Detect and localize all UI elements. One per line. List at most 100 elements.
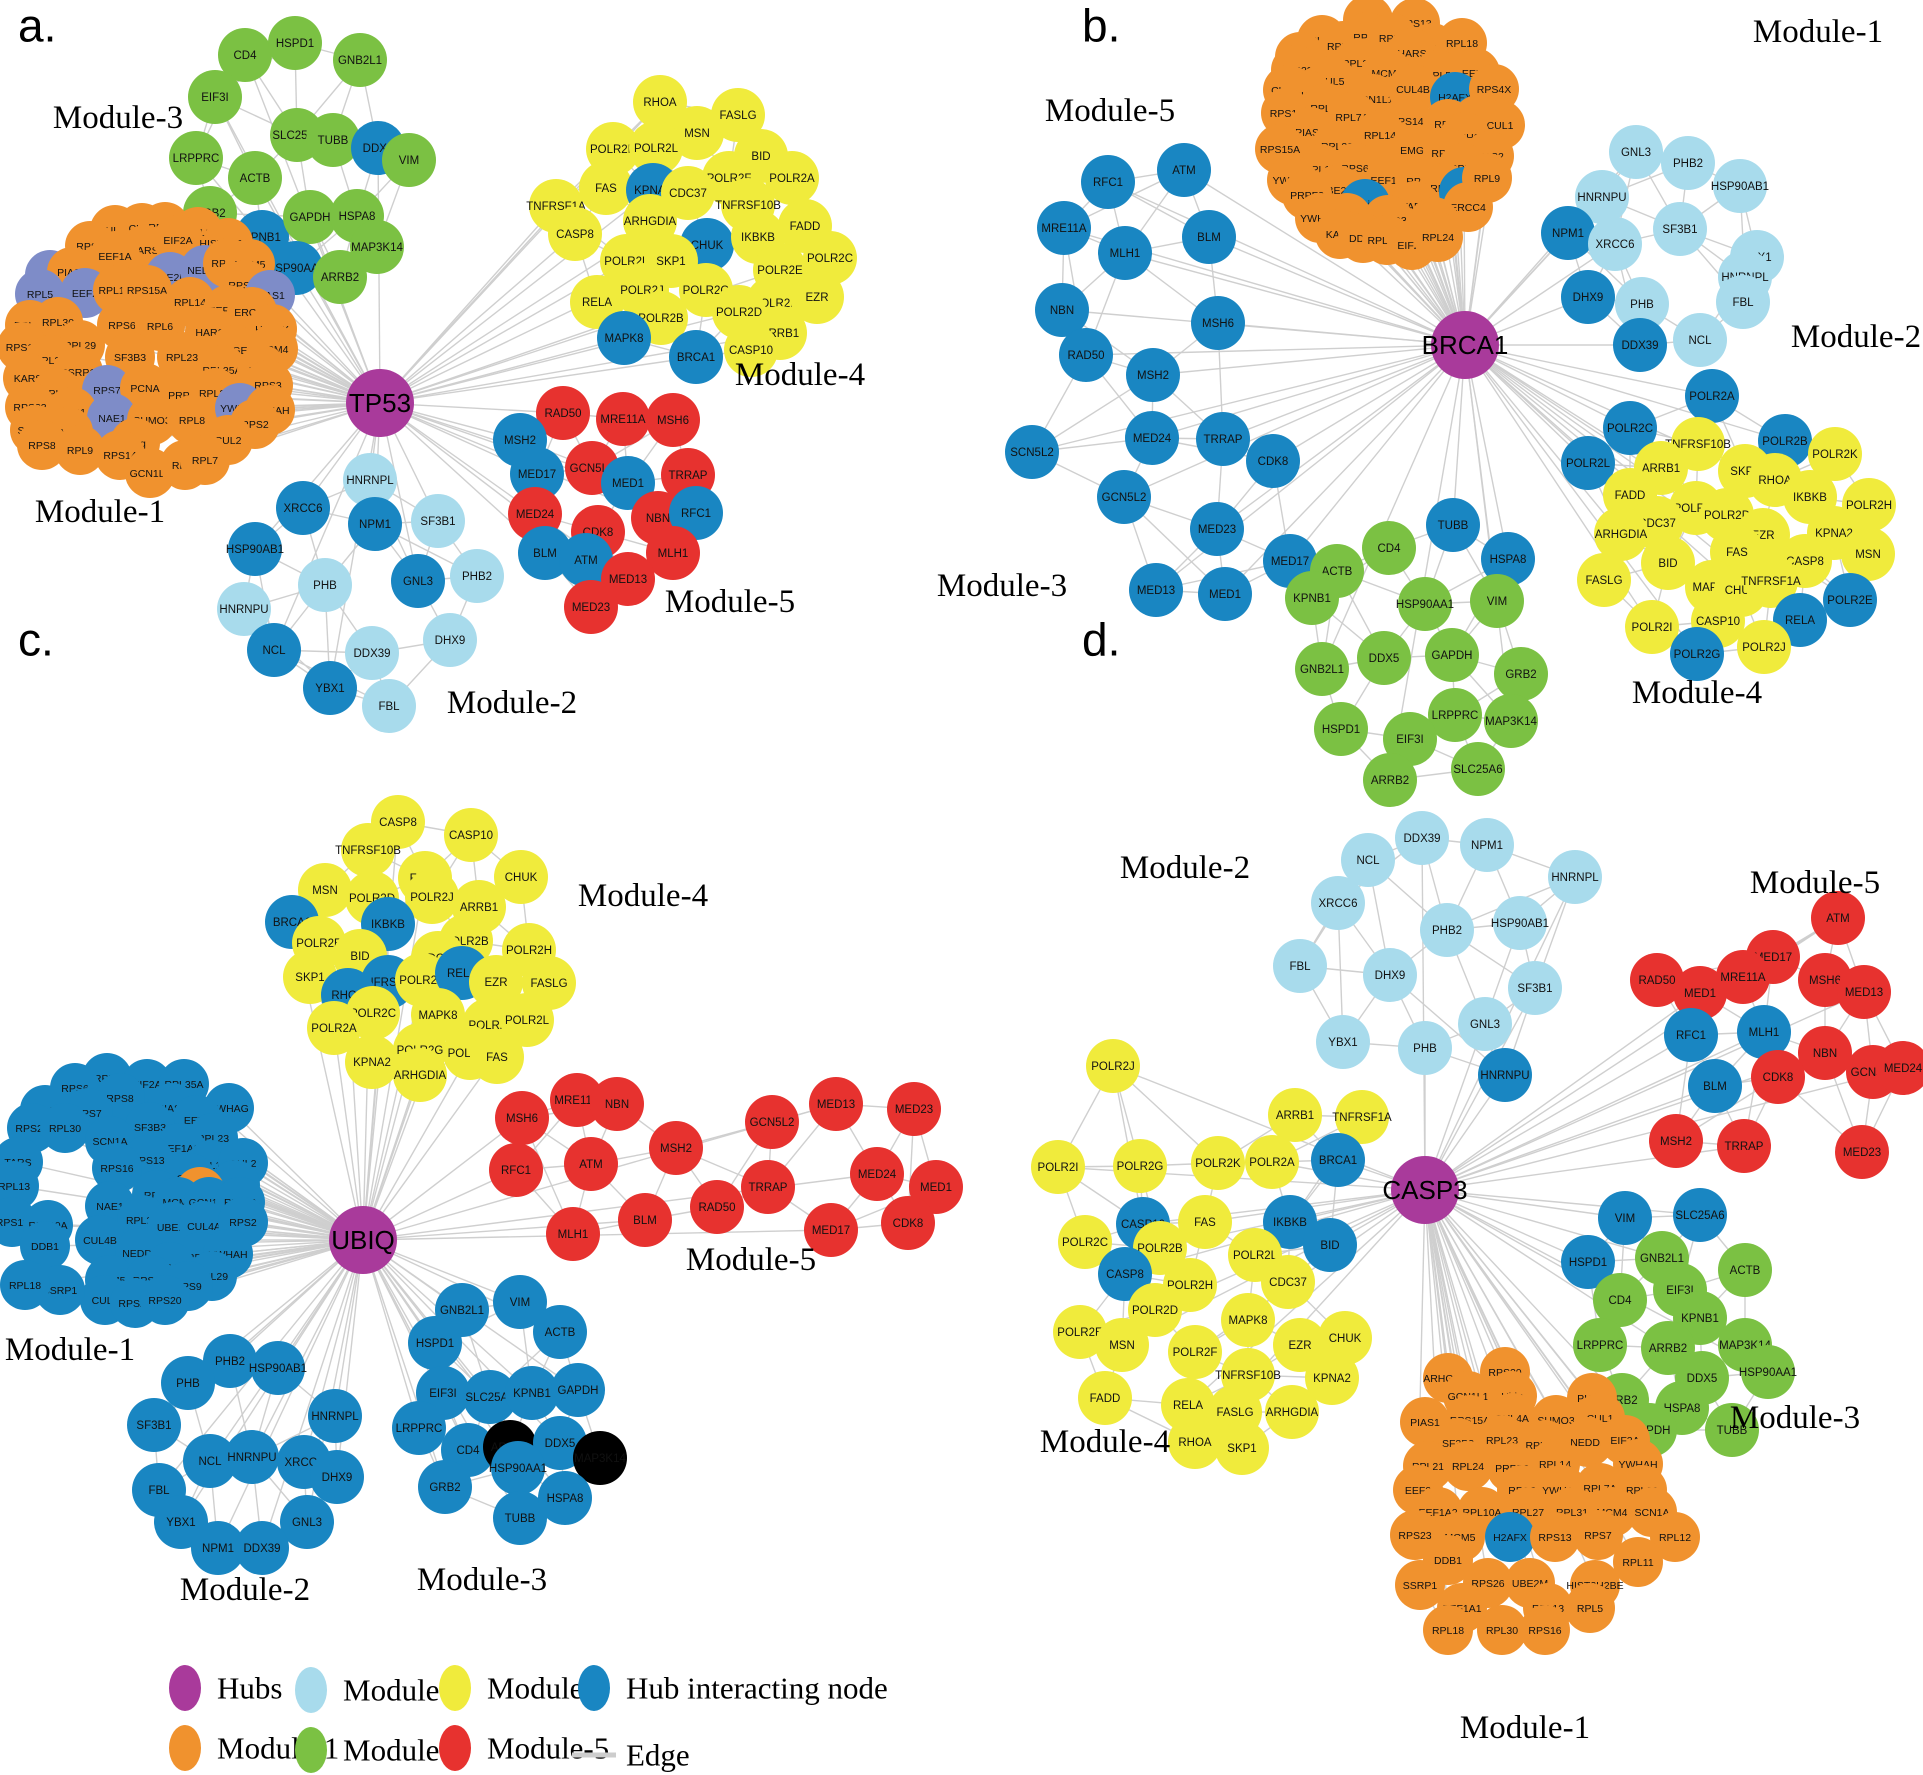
node-label: CASP10 (729, 345, 773, 357)
node-EIF3I: EIF3I (188, 70, 242, 124)
node-ARRB1: ARRB1 (1268, 1088, 1322, 1142)
node-TUBB: TUBB (493, 1491, 547, 1545)
node-CASP10: CASP10 (724, 323, 778, 377)
node-PHB2: PHB2 (450, 549, 504, 603)
node-label: RPS16 (1528, 1625, 1561, 1637)
module-label-c-Module-5: Module-5 (686, 1242, 816, 1278)
node-label: FADD (1090, 1393, 1121, 1405)
node-label: MED24 (1133, 433, 1172, 445)
node-NCL: NCL (247, 623, 301, 677)
node-label: FBL (1732, 297, 1754, 309)
node-POLR2J: POLR2J (1737, 620, 1791, 674)
node-label: POLR2G (1117, 1161, 1164, 1173)
node-PHB2: PHB2 (1420, 903, 1474, 957)
node-HSP90AB1: HSP90AB1 (226, 522, 284, 576)
node-MRE11A: MRE11A (1037, 201, 1091, 255)
node-NCL: NCL (183, 1434, 237, 1488)
node-label: CASP8 (556, 229, 594, 241)
node-label: FBL (148, 1485, 170, 1497)
node-POLR2L: POLR2L (1561, 436, 1615, 490)
node-EZR: EZR (469, 955, 523, 1009)
node-label: NPM1 (202, 1543, 234, 1555)
node-SF3B1: SF3B1 (127, 1398, 181, 1452)
node-label: EZR (485, 977, 508, 989)
node-CDC37: CDC37 (661, 166, 715, 220)
node-label: EMG1 (1400, 145, 1430, 157)
node-label: POLR2H (1846, 500, 1892, 512)
node-MRE11A: MRE11A (1716, 950, 1770, 1004)
node-label: SF3B1 (136, 1420, 171, 1432)
node-label: RFC1 (501, 1165, 531, 1177)
node-RPL18: RPL18 (0, 1260, 50, 1310)
node-label: CDK8 (893, 1218, 924, 1230)
node-label: DDX5 (1687, 1373, 1718, 1385)
node-label: BRCA1 (1319, 1155, 1357, 1167)
node-label: GCN1L1 (130, 468, 171, 480)
node-label: POLR2J (1742, 642, 1785, 654)
legend-item-hubs: Hubs (169, 1665, 282, 1711)
node-label: EIF3I (1666, 1285, 1693, 1297)
node-label: HSP90AA1 (1396, 599, 1454, 611)
node-label: POLR2H (1167, 1280, 1213, 1292)
node-RFC1: RFC1 (489, 1143, 543, 1197)
node-label: GAPDH (558, 1385, 599, 1397)
node-FBL: FBL (362, 679, 416, 733)
node-RPS20: RPS20 (140, 1275, 190, 1325)
node-ACTB: ACTB (533, 1305, 587, 1359)
node-label: TUBB (318, 135, 349, 147)
module-label-a-Module-3: Module-3 (53, 100, 183, 136)
module-label-d-Module-5: Module-5 (1750, 865, 1880, 901)
node-HNRNPU: HNRNPU (217, 582, 271, 636)
node-KPNA2: KPNA2 (345, 1035, 399, 1089)
node-label: RHOA (1178, 1437, 1212, 1449)
node-label: NCL (1356, 855, 1380, 867)
module-label-c-Module-2: Module-2 (180, 1572, 310, 1608)
node-label: GRB2 (429, 1482, 460, 1494)
module-label-c-Module-4: Module-4 (578, 878, 708, 914)
node-label: HSPA8 (1664, 1403, 1701, 1415)
node-label: RPL18 (9, 1280, 41, 1292)
node-POLR2G: POLR2G (1113, 1139, 1167, 1193)
node-label: CASP10 (1696, 616, 1740, 628)
node-PHB2: PHB2 (1661, 136, 1715, 190)
node-CDK8: CDK8 (1751, 1050, 1805, 1104)
node-label: CD4 (233, 50, 257, 62)
node-label: POLR2L (1566, 458, 1611, 470)
color-swatch (169, 1725, 201, 1771)
node-label: RPL7 (192, 455, 218, 467)
node-SF3B1: SF3B1 (411, 494, 465, 548)
node-label: CHUK (505, 872, 538, 884)
node-label: GAPDH (1432, 650, 1473, 662)
node-label: XRCC6 (284, 503, 323, 515)
node-CHUK: CHUK (494, 850, 548, 904)
node-label: NCL (198, 1456, 222, 1468)
node-label: MRE11A (1720, 972, 1765, 984)
node-label: EIF2A (163, 235, 192, 247)
node-label: MED23 (1198, 524, 1236, 536)
node-label: KPNA2 (353, 1057, 391, 1069)
node-RPL9: RPL9 (55, 425, 105, 475)
node-label: MSH2 (1137, 370, 1169, 382)
node-POLR2I: POLR2I (1031, 1140, 1085, 1194)
node-label: GNL3 (403, 576, 433, 588)
node-label: MSH6 (1809, 975, 1841, 987)
node-label: CUL4B (1396, 84, 1430, 96)
node-label: RPL30 (1486, 1625, 1518, 1637)
node-label: POLR2B (638, 313, 684, 325)
node-label: FAS (595, 183, 617, 195)
node-label: PHB (176, 1378, 200, 1390)
node-label: EIF3I (201, 92, 228, 104)
node-label: SLC25A6 (1675, 1210, 1724, 1222)
node-HNRNPL: HNRNPL (1548, 850, 1602, 904)
module-label-d-Module-4: Module-4 (1040, 1424, 1170, 1460)
node-GRB2: GRB2 (418, 1460, 472, 1514)
node-label: RPL8 (179, 415, 205, 427)
node-DDB1: DDB1 (20, 1221, 70, 1271)
node-label: RAD50 (1638, 975, 1675, 987)
node-label: GNL3 (292, 1517, 322, 1529)
node-label: POLR2C (350, 1008, 396, 1020)
node-label: RAD50 (1067, 350, 1104, 362)
hub-label: CASP3 (1382, 1175, 1467, 1205)
node-EIF3I: EIF3I (1383, 712, 1437, 766)
node-LRPPRC: LRPPRC (392, 1401, 446, 1455)
